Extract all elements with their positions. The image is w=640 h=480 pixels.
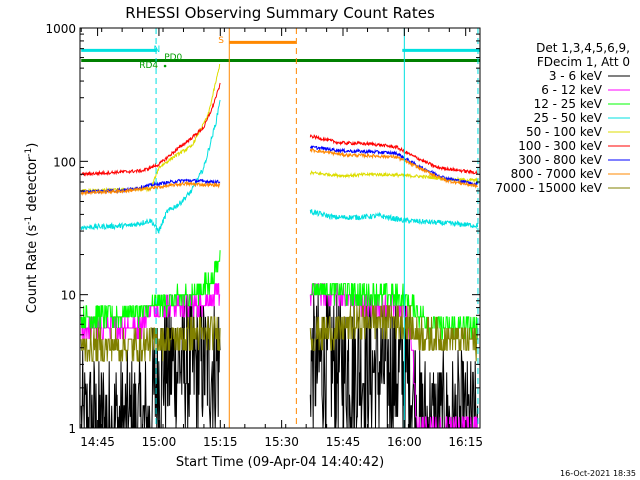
legend: Det 1,3,4,5,6,9, FDecim 1, Att 0 3 - 6 k… [495, 41, 630, 195]
legend-header-line-2: FDecim 1, Att 0 [537, 55, 630, 69]
series-12-25-kev-pre [80, 250, 221, 329]
series-100-300-kev-pre [80, 82, 221, 177]
y-tick-label-0: 1 [68, 422, 76, 436]
y-tick-label-3: 1000 [45, 22, 76, 36]
y-tick-label-1: 10 [61, 289, 76, 303]
y-axis-label: Count Rate (s-1 detector-1) [24, 143, 40, 314]
x-tick-label-6: 16:15 [448, 435, 483, 449]
y-tick-label-2: 100 [53, 155, 76, 169]
series-layer [80, 64, 479, 428]
legend-label-0: 3 - 6 keV [549, 69, 603, 83]
annotation-n: N [154, 45, 161, 55]
y-axis-label-end: ) [25, 143, 40, 148]
x-tick-label-0: 14:45 [80, 435, 115, 449]
legend-label-2: 12 - 25 keV [534, 97, 603, 111]
annotation-s: S [218, 36, 224, 46]
legend-label-7: 800 - 7000 keV [511, 167, 603, 181]
chart-title: RHESSI Observing Summary Count Rates [125, 4, 435, 22]
series-25-50-kev-pre [80, 99, 221, 234]
series-12-25-kev-post [310, 283, 478, 340]
series-7000-15000-kev-pre [80, 316, 221, 362]
ticks-layer: 14:45 15:00 15:15 15:30 15:45 16:00 16:15 1 10 10… [45, 22, 483, 449]
x-tick-label-2: 15:15 [203, 435, 238, 449]
series-800-7000-kev-pre [80, 181, 221, 196]
plot-frame [79, 27, 481, 429]
legend-label-5: 100 - 300 keV [518, 139, 602, 153]
annotation-rd4: RD4 [139, 61, 158, 71]
legend-header-line-1: Det 1,3,4,5,6,9, [536, 41, 630, 55]
x-tick-label-1: 15:00 [142, 435, 177, 449]
series-7000-15000-kev-post [309, 305, 479, 362]
y-axis-label-sup1: -1 [24, 216, 34, 225]
annotation-dot [163, 64, 167, 68]
annotation-pd0: PD0 [164, 53, 182, 63]
x-tick-label-3: 15:30 [264, 435, 299, 449]
x-tick-label-5: 16:00 [387, 435, 422, 449]
legend-label-4: 50 - 100 keV [526, 125, 603, 139]
footer-timestamp: 16-Oct-2021 18:35 [560, 469, 636, 478]
legend-label-1: 6 - 12 keV [541, 83, 603, 97]
series-25-50-kev-post [309, 208, 479, 230]
legend-label-6: 300 - 800 keV [518, 153, 602, 167]
x-tick-label-4: 15:45 [326, 435, 361, 449]
y-axis-label-mid: detector [25, 156, 40, 216]
legend-label-3: 25 - 50 keV [534, 111, 603, 125]
x-axis-label: Start Time (09-Apr-04 14:40:42) [176, 455, 384, 470]
legend-label-8: 7000 - 15000 keV [495, 181, 602, 195]
y-axis-label-sup2: -1 [24, 148, 34, 157]
series-800-7000-kev-post [309, 148, 478, 189]
series-100-300-kev-post [309, 134, 478, 175]
series-3-6-kev-pre [80, 294, 221, 428]
y-axis-label-main: Count Rate (s [25, 225, 40, 314]
